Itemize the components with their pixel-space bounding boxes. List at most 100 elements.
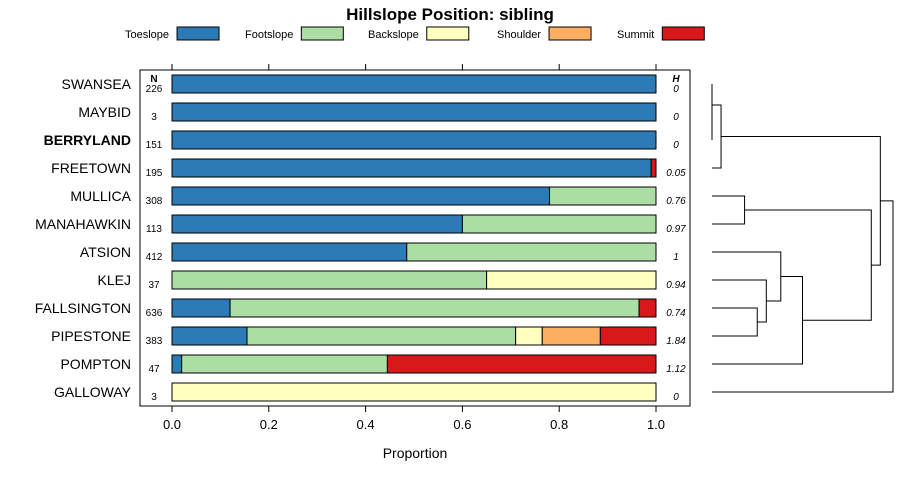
- dendrogram-branch: [712, 104, 722, 169]
- legend-swatch: [300, 26, 344, 41]
- bars-group: [171, 74, 657, 402]
- bar-row-pipestone: [171, 326, 657, 346]
- bar-segment-toeslope: [171, 102, 657, 122]
- h-value: 0.74: [666, 308, 686, 319]
- chart-title: Hillslope Position: sibling: [346, 5, 554, 24]
- bar-segment-toeslope: [171, 186, 551, 206]
- n-value: 308: [146, 196, 163, 207]
- bar-segment-toeslope: [171, 326, 248, 346]
- bar-segment-toeslope: [171, 74, 657, 94]
- bar-segment-footslope: [549, 186, 657, 206]
- h-values: 0 0 0 0.05 0.76 0.97 1 0.94 0.74 1.84 1.12 0: [666, 84, 686, 403]
- n-value: 226: [146, 84, 163, 95]
- h-value: 0.97: [666, 224, 686, 235]
- h-value: 0: [673, 112, 679, 123]
- dendrogram-branch: [744, 209, 872, 321]
- x-axis: 0.0 0.2 0.4 0.6 0.8 1.0: [163, 406, 665, 432]
- row-label: MANAHAWKIN: [35, 216, 131, 232]
- bar-segment-toeslope: [171, 298, 231, 318]
- dendrogram-branch: [712, 200, 894, 393]
- n-value: 113: [146, 224, 162, 235]
- bar-row-mullica: [171, 186, 657, 206]
- panel-border: [139, 69, 691, 407]
- x-tick-label: 0.6: [453, 417, 471, 432]
- bar-segment-toeslope: [171, 214, 463, 234]
- legend-swatch: [426, 26, 470, 41]
- legend-item-summit: Summit: [617, 26, 705, 41]
- bar-row-berryland: [171, 130, 657, 150]
- h-value: 0.76: [666, 196, 686, 207]
- h-header: H: [672, 74, 680, 85]
- row-label: MULLICA: [70, 188, 131, 204]
- h-value: 1.12: [666, 364, 686, 375]
- dendrogram-branch: [712, 307, 758, 337]
- bar-segment-footslope: [229, 298, 640, 318]
- bar-segment-summit: [386, 354, 657, 374]
- bar-row-atsion: [171, 242, 657, 262]
- h-value: 0.94: [666, 280, 686, 291]
- row-label: ATSION: [80, 244, 131, 260]
- row-label: POMPTON: [60, 356, 131, 372]
- dendrogram: [711, 84, 894, 393]
- legend-label: Toeslope: [125, 29, 169, 41]
- legend-item-footslope: Footslope: [245, 26, 344, 41]
- legend-item-backslope: Backslope: [368, 26, 470, 41]
- bar-segment-footslope: [181, 354, 388, 374]
- h-value: 0: [673, 140, 679, 151]
- bar-segment-toeslope: [171, 242, 408, 262]
- bar-row-maybid: [171, 102, 657, 122]
- bar-segment-footslope: [246, 326, 517, 346]
- bar-segment-toeslope: [171, 158, 652, 178]
- legend-label: Summit: [617, 29, 654, 41]
- legend-swatch: [548, 26, 592, 41]
- bar-segment-toeslope: [171, 354, 183, 374]
- bar-row-swansea: [171, 74, 657, 94]
- n-header: N: [150, 74, 157, 85]
- legend-item-shoulder: Shoulder: [497, 26, 592, 41]
- n-value: 412: [146, 252, 163, 263]
- bar-segment-footslope: [461, 214, 657, 234]
- bar-segment-backslope: [171, 382, 657, 402]
- x-tick-label: 0.0: [163, 417, 181, 432]
- legend-label: Shoulder: [497, 29, 541, 41]
- row-label: BERRYLAND: [44, 132, 131, 148]
- bar-row-klej: [171, 270, 657, 290]
- bar-segment-toeslope: [171, 130, 657, 150]
- h-value: 1.84: [666, 336, 686, 347]
- legend-item-toeslope: Toeslope: [125, 26, 220, 41]
- n-value: 151: [146, 140, 163, 151]
- bar-row-fallsington: [171, 298, 657, 318]
- bar-segment-shoulder: [541, 326, 601, 346]
- n-value: 636: [146, 308, 163, 319]
- bar-segment-backslope: [486, 270, 657, 290]
- bar-segment-footslope: [171, 270, 488, 290]
- x-tick-label: 1.0: [647, 417, 665, 432]
- h-value: 0: [673, 392, 679, 403]
- legend-swatch: [661, 26, 705, 41]
- legend-swatch: [176, 26, 220, 41]
- bar-row-pompton: [171, 354, 657, 374]
- row-label: MAYBID: [78, 104, 131, 120]
- bar-row-freetown: [171, 158, 657, 178]
- h-value: 0.05: [666, 168, 686, 179]
- n-value: 3: [151, 112, 157, 123]
- row-label: SWANSEA: [62, 76, 132, 92]
- bar-row-galloway: [171, 382, 657, 402]
- row-labels: SWANSEA MAYBID BERRYLAND FREETOWN MULLICA MAN…: [35, 76, 132, 400]
- dendrogram-branch: [712, 251, 782, 302]
- bar-segment-summit: [638, 298, 657, 318]
- x-axis-label: Proportion: [383, 445, 448, 461]
- legend-label: Backslope: [368, 29, 419, 41]
- bar-segment-footslope: [406, 242, 657, 262]
- bar-segment-summit: [599, 326, 657, 346]
- bar-segment-summit: [650, 158, 657, 178]
- dendrogram-branch: [712, 279, 767, 323]
- row-label: FREETOWN: [51, 160, 131, 176]
- x-tick-label: 0.8: [550, 417, 568, 432]
- n-value: 37: [148, 280, 160, 291]
- n-value: 383: [146, 336, 163, 347]
- legend: Toeslope Footslope Backslope Shoulder Summit: [125, 26, 705, 41]
- bar-row-manahawkin: [171, 214, 657, 234]
